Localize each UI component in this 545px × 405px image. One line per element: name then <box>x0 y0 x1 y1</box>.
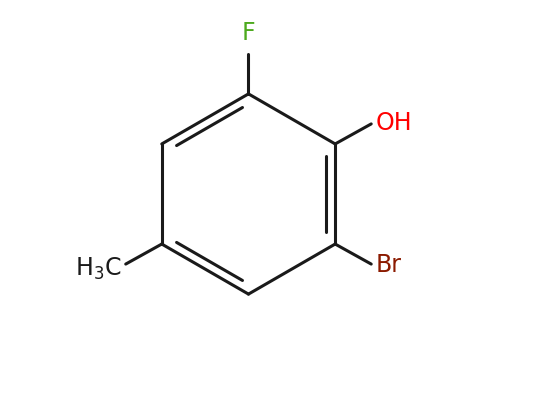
Text: OH: OH <box>376 111 413 134</box>
Text: $\mathregular{H_3C}$: $\mathregular{H_3C}$ <box>75 255 122 281</box>
Text: Br: Br <box>376 252 402 276</box>
Text: F: F <box>241 21 255 45</box>
